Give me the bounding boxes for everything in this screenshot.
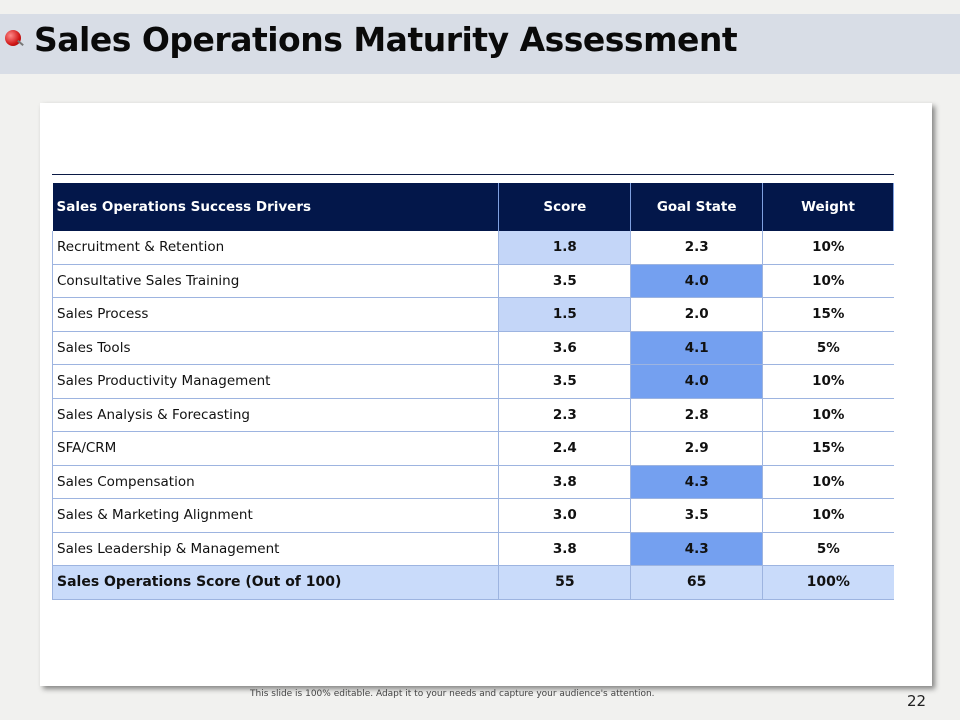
goal-cell: 2.8 bbox=[630, 398, 764, 432]
score-cell: 1.5 bbox=[498, 297, 632, 332]
weight-cell: 5% bbox=[762, 331, 894, 365]
table-row: Sales Productivity Management 3.5 4.0 10% bbox=[51, 364, 894, 399]
total-driver-cell: Sales Operations Score (Out of 100) bbox=[51, 565, 500, 600]
score-cell: 3.8 bbox=[498, 532, 632, 566]
table-row: SFA/CRM 2.4 2.9 15% bbox=[51, 431, 894, 466]
table-row: Recruitment & Retention 1.8 2.3 10% bbox=[51, 231, 894, 265]
weight-cell: 10% bbox=[762, 264, 894, 298]
total-row: Sales Operations Score (Out of 100) 55 65 1… bbox=[51, 565, 894, 600]
table-row: Consultative Sales Training 3.5 4.0 10% bbox=[51, 264, 894, 298]
goal-cell: 4.3 bbox=[630, 465, 764, 499]
footer-note: This slide is 100% editable. Adapt it to… bbox=[250, 689, 655, 699]
page-title: Sales Operations Maturity Assessment bbox=[34, 20, 738, 59]
weight-cell: 10% bbox=[762, 364, 894, 399]
goal-cell: 3.5 bbox=[630, 498, 764, 533]
weight-cell: 15% bbox=[762, 297, 894, 332]
driver-cell: Sales Leadership & Management bbox=[51, 532, 500, 566]
driver-cell: Sales Tools bbox=[51, 331, 500, 365]
goal-cell: 2.3 bbox=[630, 231, 764, 265]
score-cell: 3.5 bbox=[498, 264, 632, 298]
goal-cell: 2.9 bbox=[630, 431, 764, 466]
weight-cell: 5% bbox=[762, 532, 894, 566]
driver-cell: Consultative Sales Training bbox=[51, 264, 500, 298]
header-weight: Weight bbox=[762, 183, 894, 231]
score-cell: 2.4 bbox=[498, 431, 632, 466]
total-goal-cell: 65 bbox=[630, 565, 764, 600]
goal-cell: 4.0 bbox=[630, 264, 764, 298]
score-cell: 3.0 bbox=[498, 498, 632, 533]
header-goal-state: Goal State bbox=[630, 183, 764, 231]
score-cell: 2.3 bbox=[498, 398, 632, 432]
score-cell: 3.8 bbox=[498, 465, 632, 499]
driver-cell: Sales Compensation bbox=[51, 465, 500, 499]
goal-cell: 4.3 bbox=[630, 532, 764, 566]
total-score-cell: 55 bbox=[498, 565, 632, 600]
goal-cell: 4.0 bbox=[630, 364, 764, 399]
header-score: Score bbox=[498, 183, 632, 231]
header-drivers: Sales Operations Success Drivers bbox=[52, 183, 500, 231]
title-band bbox=[0, 14, 960, 74]
weight-cell: 10% bbox=[762, 398, 894, 432]
table-row: Sales Tools 3.6 4.1 5% bbox=[51, 331, 894, 365]
score-cell: 3.5 bbox=[498, 364, 632, 399]
table-row: Sales & Marketing Alignment 3.0 3.5 10% bbox=[51, 498, 894, 533]
divider bbox=[52, 174, 894, 175]
pushpin-icon bbox=[5, 30, 21, 46]
table-row: Sales Compensation 3.8 4.3 10% bbox=[51, 465, 894, 499]
driver-cell: Sales Process bbox=[51, 297, 500, 332]
goal-cell: 4.1 bbox=[630, 331, 764, 365]
driver-cell: SFA/CRM bbox=[51, 431, 500, 466]
goal-cell: 2.0 bbox=[630, 297, 764, 332]
score-cell: 1.8 bbox=[498, 231, 632, 265]
weight-cell: 10% bbox=[762, 498, 894, 533]
driver-cell: Sales Analysis & Forecasting bbox=[51, 398, 500, 432]
page-number: 22 bbox=[907, 692, 927, 710]
maturity-table: Sales Operations Success Drivers Score G… bbox=[51, 183, 894, 600]
table-row: Sales Leadership & Management 3.8 4.3 5% bbox=[51, 532, 894, 566]
score-cell: 3.6 bbox=[498, 331, 632, 365]
weight-cell: 10% bbox=[762, 465, 894, 499]
driver-cell: Sales Productivity Management bbox=[51, 364, 500, 399]
weight-cell: 10% bbox=[762, 231, 894, 265]
total-weight-cell: 100% bbox=[762, 565, 894, 600]
table-row: Sales Analysis & Forecasting 2.3 2.8 10% bbox=[51, 398, 894, 432]
driver-cell: Recruitment & Retention bbox=[51, 231, 500, 265]
table-row: Sales Process 1.5 2.0 15% bbox=[51, 297, 894, 332]
driver-cell: Sales & Marketing Alignment bbox=[51, 498, 500, 533]
weight-cell: 15% bbox=[762, 431, 894, 466]
table-header-row: Sales Operations Success Drivers Score G… bbox=[52, 183, 894, 231]
